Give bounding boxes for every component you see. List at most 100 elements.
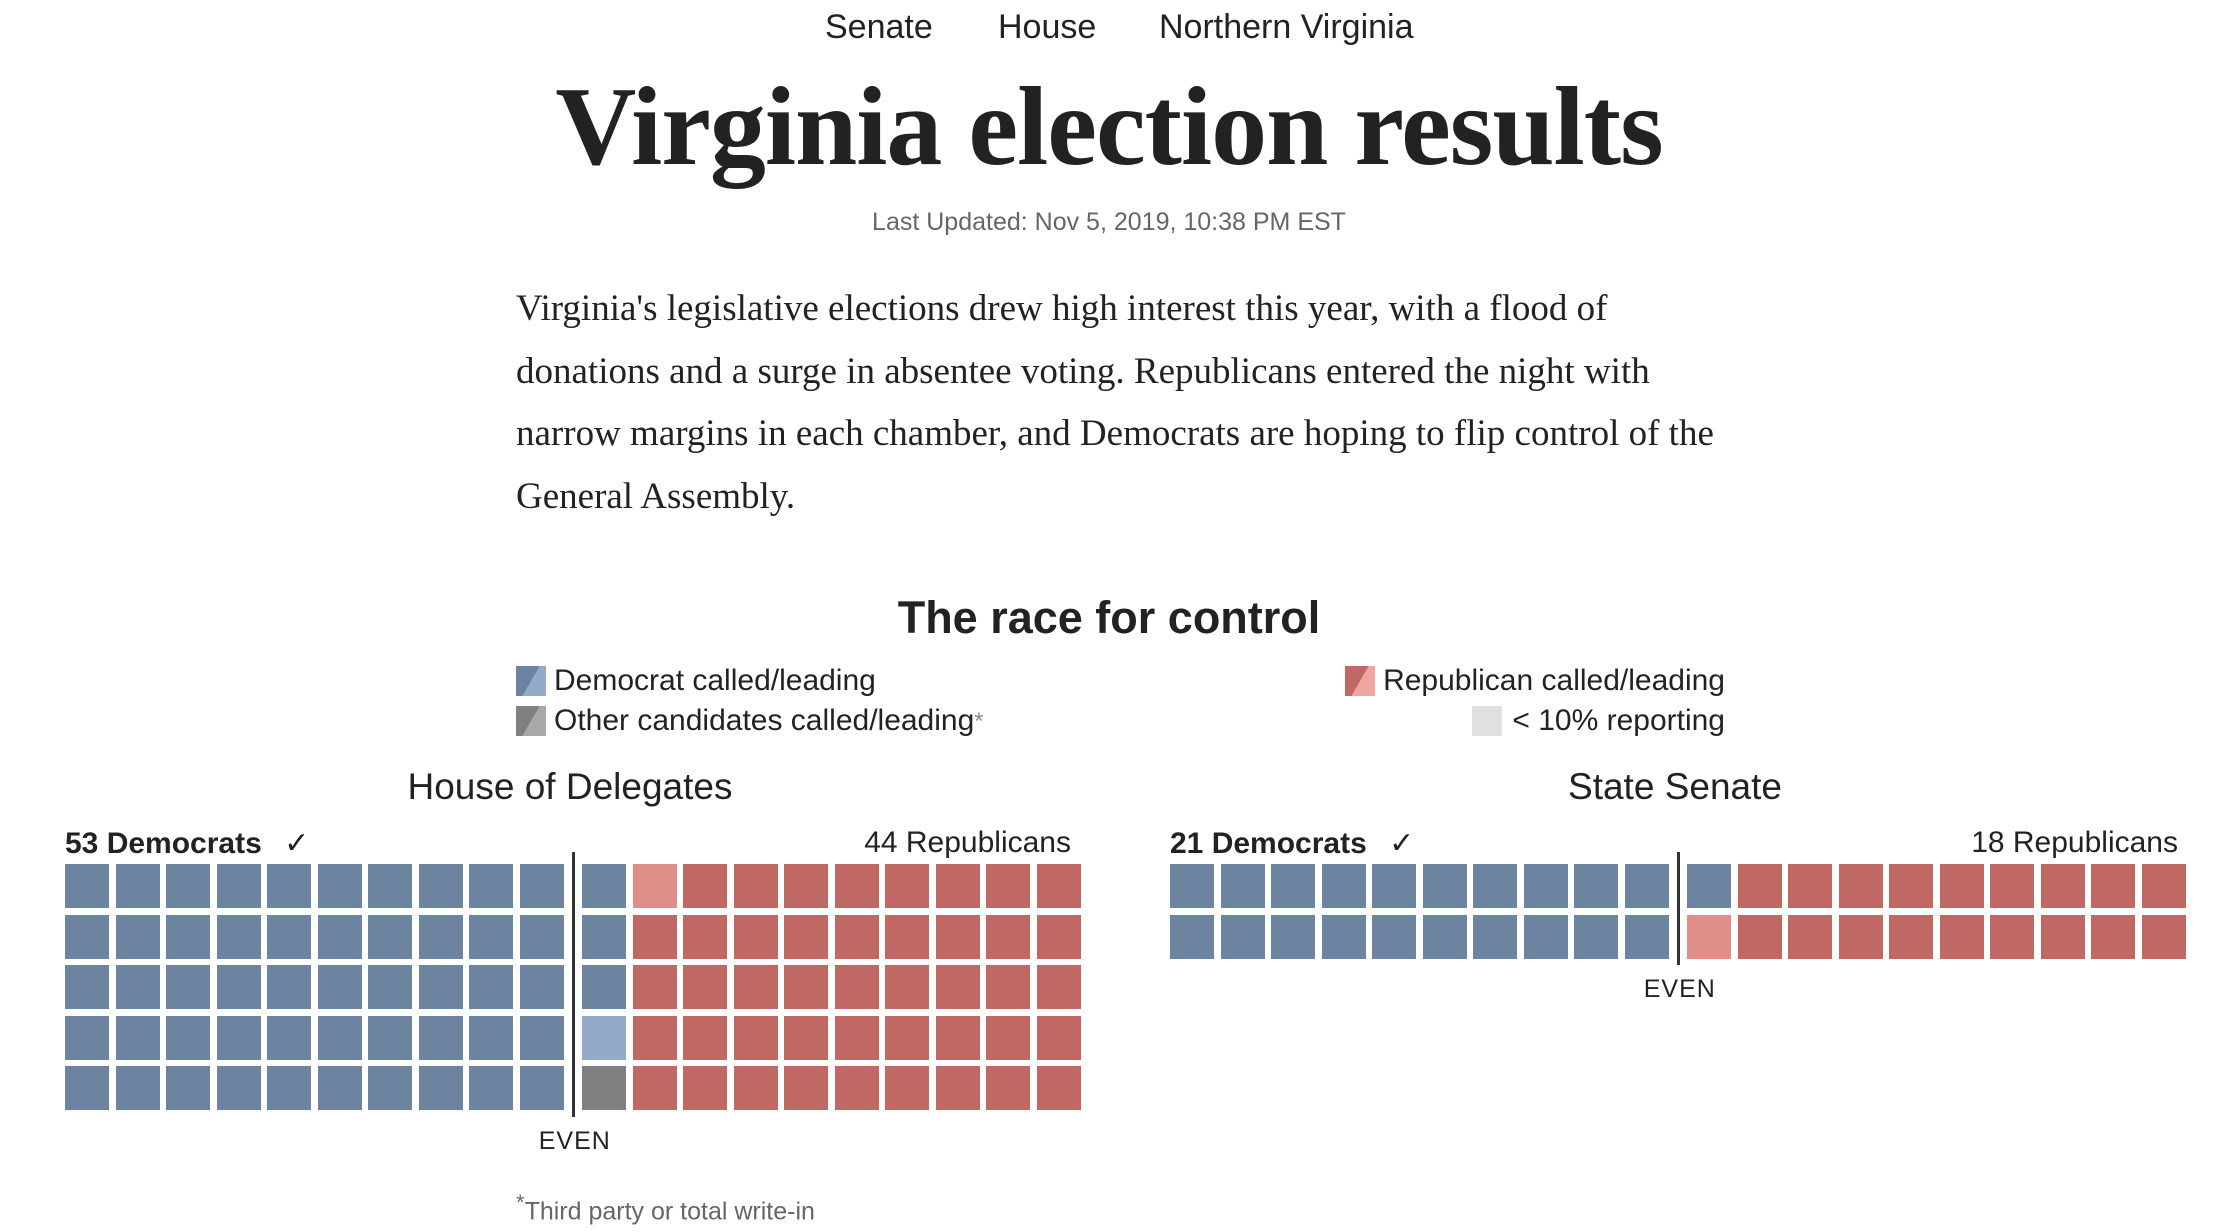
seat-tile-rep-leading (1687, 914, 1731, 959)
seat-tile-dem-called (317, 1015, 362, 1060)
seat-tile-dem-called (469, 914, 513, 959)
seat-tile-rep-called (834, 1066, 879, 1110)
check-icon: ✓ (1389, 827, 1415, 860)
seat-tile-dem-called (65, 914, 109, 959)
seat-tile-dem-called (1624, 914, 1669, 959)
seat-tile-dem-called (216, 965, 261, 1009)
seat-tile-rep-called (2141, 864, 2186, 908)
seat-tile-rep-called (784, 864, 828, 908)
legend-other: Other candidates called/leading * (516, 704, 984, 738)
seat-tile-rep-called (1990, 914, 2034, 959)
seat-tile-dem-called (216, 1066, 261, 1110)
seat-tile-rep-called (986, 1015, 1030, 1060)
senate-rep-count: 18 Republicans (1971, 826, 2178, 859)
seat-tile-rep-called (834, 1015, 879, 1060)
seat-tile-dem-called (519, 965, 564, 1009)
senate-dem-label: 21 Democrats (1170, 827, 1367, 860)
seat-tile-dem-called (582, 864, 626, 908)
nav-house-link[interactable]: House (998, 8, 1097, 46)
seat-tile-dem-called (1271, 864, 1315, 908)
seat-tile-dem-called (267, 864, 311, 908)
seat-tile-rep-called (683, 914, 727, 959)
seat-tile-rep-called (1889, 864, 1933, 908)
seat-tile-rep-called (935, 914, 980, 959)
seat-tile-rep-called (935, 965, 980, 1009)
footnote-asterisk: * (516, 1190, 525, 1215)
seat-tile-rep-called (1737, 864, 1782, 908)
seat-tile-dem-called (469, 1015, 513, 1060)
seat-tile-dem-called (1422, 864, 1467, 908)
seat-tile-dem-called (1422, 914, 1467, 959)
seat-tile-rep-called (1036, 1066, 1081, 1110)
seat-tile-dem-called (216, 914, 261, 959)
nav-northern-virginia-link[interactable]: Northern Virginia (1159, 8, 1414, 46)
legend-dem: Democrat called/leading (516, 664, 876, 698)
seat-tile-dem-called (1523, 864, 1568, 908)
seat-tile-rep-called (733, 914, 778, 959)
seat-tile-rep-called (784, 965, 828, 1009)
seat-tile-dem-called (317, 965, 362, 1009)
section-nav: Senate House Northern Virginia (0, 8, 2218, 54)
seat-tile-rep-called (1788, 914, 1832, 959)
seat-tile-rep-called (885, 864, 929, 908)
seat-tile-rep-called (683, 864, 727, 908)
seat-tile-rep-called (986, 864, 1030, 908)
seat-tile-rep-called (2040, 864, 2085, 908)
last-updated: Last Updated: Nov 5, 2019, 10:38 PM EST (872, 208, 1346, 236)
seat-tile-dem-called (368, 1066, 412, 1110)
seat-tile-dem-called (216, 864, 261, 908)
seat-tile-rep-called (885, 1015, 929, 1060)
seat-tile-rep-called (683, 1066, 727, 1110)
legend-rep: Republican called/leading (1345, 664, 1725, 698)
seat-tile-dem-called (267, 1066, 311, 1110)
seat-tile-dem-called (115, 1066, 160, 1110)
seat-tile-dem-leading (582, 1015, 626, 1060)
seat-tile-rep-called (784, 1015, 828, 1060)
seat-tile-dem-called (115, 864, 160, 908)
seat-tile-rep-called (885, 914, 929, 959)
seat-tile-dem-called (317, 914, 362, 959)
senate-dem-count: 21 Democrats ✓ (1170, 826, 1414, 861)
seat-tile-rep-called (2091, 914, 2135, 959)
legend-rep-label: Republican called/leading (1383, 664, 1725, 697)
seat-tile-dem-called (115, 914, 160, 959)
seat-tile-dem-called (166, 914, 210, 959)
seat-tile-rep-called (834, 864, 879, 908)
seat-tile-dem-called (166, 1015, 210, 1060)
seat-tile-dem-called (1473, 864, 1517, 908)
seat-tile-dem-called (317, 1066, 362, 1110)
intro-paragraph: Virginia's legislative elections drew hi… (516, 288, 1714, 517)
even-label: EVEN (538, 1126, 611, 1155)
footnote: *Third party or total write-in (516, 1190, 815, 1226)
seat-tile-dem-called (418, 965, 463, 1009)
seat-tile-rep-called (733, 1015, 778, 1060)
house-dem-count: 53 Democrats ✓ (65, 826, 309, 861)
other-swatch-icon (516, 706, 546, 736)
seat-tile-dem-called (1170, 914, 1214, 959)
seat-tile-rep-called (1788, 864, 1832, 908)
seat-tile-dem-called (1574, 914, 1618, 959)
seat-tile-dem-called (267, 1015, 311, 1060)
seat-tile-dem-called (1220, 914, 1265, 959)
seat-tile-rep-called (1889, 914, 1933, 959)
seat-tile-rep-called (935, 1015, 980, 1060)
seat-tile-rep-called (2141, 914, 2186, 959)
legend-low-label: < 10% reporting (1512, 704, 1725, 737)
seat-tile-dem-called (115, 1015, 160, 1060)
even-line (1676, 852, 1680, 965)
house-title: House of Delegates (407, 766, 733, 807)
seat-tile-rep-called (683, 1015, 727, 1060)
seat-tile-dem-called (1473, 914, 1517, 959)
even-label: EVEN (1643, 975, 1716, 1003)
seat-tile-dem-called (1624, 864, 1669, 908)
seat-tile-rep-called (683, 965, 727, 1009)
seat-tile-dem-called (1321, 914, 1366, 959)
seat-tile-dem-called (65, 1015, 109, 1060)
seat-tile-rep-called (834, 914, 879, 959)
seat-tile-dem-called (166, 965, 210, 1009)
seat-tile-rep-called (784, 914, 828, 959)
seat-tile-rep-called (1036, 864, 1081, 908)
nav-senate-link[interactable]: Senate (825, 8, 933, 46)
rep-swatch-icon (1345, 666, 1376, 696)
footnote-text: Third party or total write-in (524, 1197, 815, 1226)
